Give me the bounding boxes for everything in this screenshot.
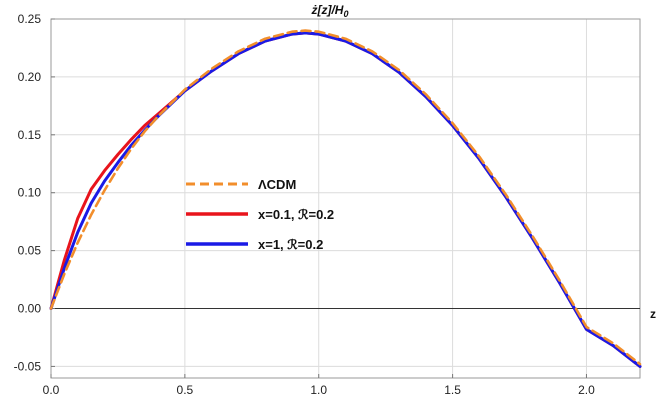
legend-label-0: ΛCDM: [258, 177, 296, 192]
x-tick-label: 2.0: [578, 383, 595, 397]
y-tick-label: -0.05: [14, 359, 42, 373]
x-tick-label: 0.5: [177, 383, 194, 397]
legend-label-1: x=0.1, ℛ=0.2: [258, 207, 334, 222]
y-tick-label: 0.05: [18, 244, 42, 258]
legend: ΛCDM x=0.1, ℛ=0.2 x=1, ℛ=0.2: [186, 177, 334, 252]
y-tick-label: 0.00: [18, 302, 42, 316]
series-line-1: [49, 31, 642, 368]
x-tick-labels: 0.0 0.5 1.0 1.5 2.0: [43, 374, 595, 397]
x-axis-label: z: [650, 307, 656, 321]
chart-title-main: ż[z]/H: [310, 3, 343, 17]
series-line-2: [49, 31, 642, 368]
x-tick-label: 1.0: [310, 383, 327, 397]
grid-lines: [51, 18, 640, 378]
y-tick-label: 0.10: [18, 186, 42, 200]
chart-title-subscript: 0: [343, 9, 348, 19]
y-tick-label: 0.20: [18, 70, 42, 84]
chart-title: ż[z]/H0: [310, 3, 348, 19]
legend-label-2: x=1, ℛ=0.2: [258, 237, 323, 252]
x-tick-label: 0.0: [43, 383, 60, 397]
x-tick-label: 1.5: [444, 383, 461, 397]
plot-frame: [50, 18, 641, 379]
series-lines: [49, 29, 642, 368]
y-tick-labels: -0.05 0.00 0.05 0.10 0.15 0.20 0.25: [14, 12, 55, 373]
y-tick-label: 0.15: [18, 128, 42, 142]
series-line-0: [49, 29, 642, 366]
plot-border: [50, 18, 641, 379]
y-tick-label: 0.25: [18, 12, 42, 26]
